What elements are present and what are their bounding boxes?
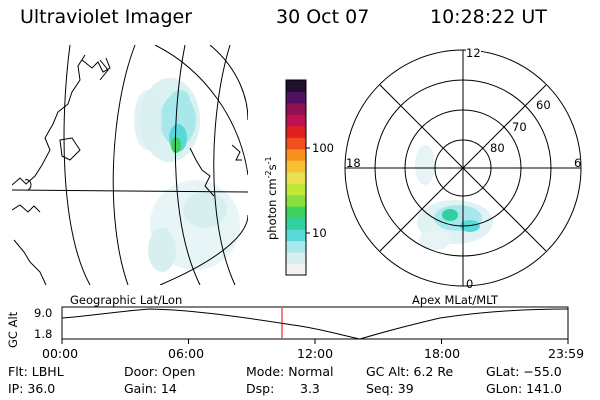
time-label: 10:28:22 UT <box>430 6 547 28</box>
x-tick-3: 18:00 <box>424 346 461 361</box>
x-tick-4: 23:59 <box>548 346 585 361</box>
mlt-label-6: 6 <box>574 156 582 170</box>
seq-status: Seq: 39 <box>366 381 414 396</box>
colorbar-stripe <box>286 263 306 276</box>
ip-status: IP: 36.0 <box>8 381 56 396</box>
lat-label-80: 80 <box>490 141 505 155</box>
timeline-y-bottom: 1.8 <box>34 327 53 341</box>
mlt-label-0: 0 <box>466 277 474 291</box>
colorbar-stripe <box>286 194 306 207</box>
colorbar-stripe <box>286 171 306 184</box>
dsp-label: Dsp: <box>246 381 275 396</box>
x-tick-1: 06:00 <box>168 346 205 361</box>
colorbar-scale <box>286 80 306 276</box>
altitude-curve <box>61 308 569 340</box>
gc-alt-status: GC Alt: 6.2 Re <box>366 364 454 379</box>
x-tick-0: 00:00 <box>42 346 79 361</box>
mode-status: Mode: Normal <box>246 364 334 379</box>
lat-label-60: 60 <box>536 98 551 112</box>
timeline-y-top: 9.0 <box>34 306 53 320</box>
colorbar-stripe <box>286 252 306 265</box>
colorbar-tick-10: 10 <box>312 226 327 240</box>
colorbar-stripe <box>286 183 306 196</box>
colorbar-tick-100: 100 <box>312 141 334 155</box>
glat-status: GLat: −55.0 <box>486 364 562 379</box>
map-graticule <box>12 45 248 285</box>
colorbar-stripe <box>286 240 306 253</box>
colorbar-stripe <box>286 160 306 173</box>
auroral-emission-polar <box>415 145 493 250</box>
dsp-value: 3.3 <box>300 381 320 396</box>
x-tick-2: 12:00 <box>297 346 334 361</box>
timeline-right-title: Apex MLat/MLT <box>412 293 499 307</box>
colorbar-stripe <box>286 114 306 127</box>
colorbar-stripe <box>286 102 306 115</box>
auroral-emission-geo <box>134 78 240 272</box>
polar-diagonal-2 <box>379 84 547 252</box>
colorbar-stripe <box>286 80 306 92</box>
timeline-ticks <box>61 339 569 344</box>
mlt-label-12: 12 <box>466 46 481 60</box>
colorbar-stripe <box>286 91 306 104</box>
colorbar-stripe <box>286 229 306 242</box>
instrument-title: Ultraviolet Imager <box>20 6 193 28</box>
door-status: Door: Open <box>124 364 196 379</box>
colorbar-stripe <box>286 137 306 150</box>
gain-status: Gain: 14 <box>124 381 177 396</box>
glon-status: GLon: 141.0 <box>486 381 562 396</box>
lat-label-70: 70 <box>512 120 527 134</box>
colorbar-stripe <box>286 125 306 138</box>
colorbar-stripe <box>286 148 306 161</box>
colorbar-stripe <box>286 206 306 219</box>
mlt-label-18: 18 <box>346 156 361 170</box>
date-label: 30 Oct 07 <box>276 6 370 28</box>
colorbar-stripe <box>286 217 306 230</box>
timeline-left-title: Geographic Lat/Lon <box>70 293 183 307</box>
filter-status: Flt: LBHL <box>8 364 64 379</box>
coastline-outlines <box>12 54 242 285</box>
